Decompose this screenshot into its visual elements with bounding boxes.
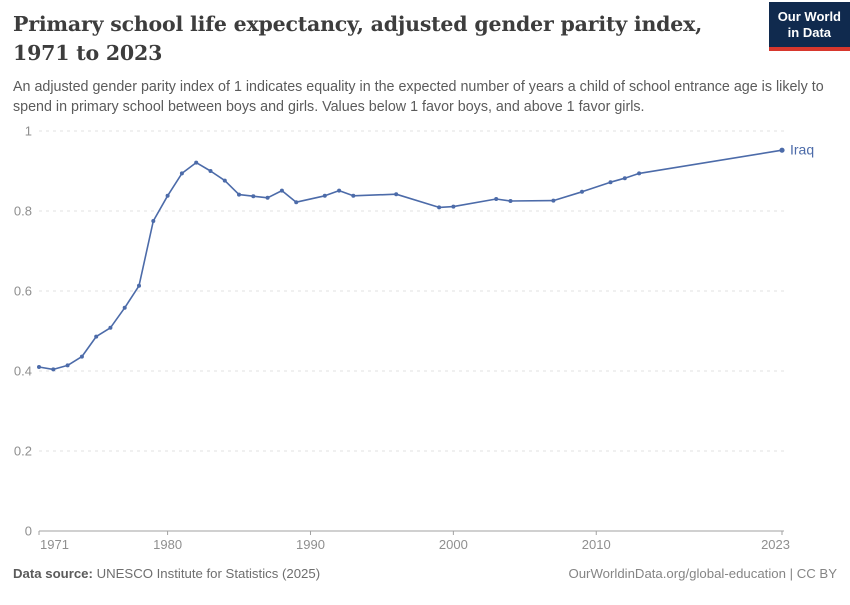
data-point-1980[interactable] [165,193,170,198]
x-tick-label-1971: 1971 [40,537,69,552]
data-source-label: Data source: [13,566,93,581]
data-point-2013[interactable] [637,171,642,176]
chart-title: Primary school life expectancy, adjusted… [13,12,703,66]
series-end-label[interactable]: Iraq [790,142,814,158]
chart-header: Primary school life expectancy, adjusted… [13,10,837,117]
data-point-2012[interactable] [622,176,627,181]
data-source: Data source: UNESCO Institute for Statis… [13,566,320,581]
data-point-1979[interactable] [151,219,156,223]
data-point-1974[interactable] [79,354,84,359]
data-point-1992[interactable] [337,188,342,193]
data-point-1999[interactable] [437,205,442,210]
data-point-1986[interactable] [251,194,256,199]
data-point-1973[interactable] [65,363,70,368]
series-line-Iraq [38,149,783,371]
data-point-1971[interactable] [37,365,41,369]
x-tick-label-1990: 1990 [296,537,325,552]
data-point-1985[interactable] [237,192,241,197]
data-point-2023[interactable] [779,147,785,153]
data-point-1977[interactable] [122,305,127,310]
y-tick-label-0: 0 [25,524,32,539]
data-point-1976[interactable] [108,325,113,330]
license-link[interactable]: OurWorldinData.org/global-education | CC… [568,566,837,581]
data-point-2000[interactable] [451,204,456,209]
data-point-1993[interactable] [351,193,356,198]
data-point-1989[interactable] [294,200,299,205]
y-tick-label-0.2: 0.2 [14,444,32,459]
data-point-1983[interactable] [208,169,213,173]
y-tick-label-0.4: 0.4 [14,364,32,379]
data-point-1972[interactable] [51,367,56,372]
chart-footer: Data source: UNESCO Institute for Statis… [13,566,837,581]
data-point-1984[interactable] [222,178,227,183]
data-point-1982[interactable] [194,160,199,165]
x-tick-label-2023: 2023 [761,537,790,552]
y-tick-label-0.8: 0.8 [14,204,32,219]
data-point-1975[interactable] [94,334,99,339]
data-point-2009[interactable] [580,189,584,194]
x-tick-label-2010: 2010 [582,537,611,552]
data-point-1996[interactable] [394,192,399,197]
x-tick-label-1980: 1980 [153,537,182,552]
data-point-2004[interactable] [508,199,513,203]
x-tick-label-2000: 2000 [439,537,468,552]
y-tick-label-1: 1 [25,124,32,139]
data-point-1988[interactable] [279,188,284,193]
chart-subtitle: An adjusted gender parity index of 1 ind… [13,79,824,116]
data-point-1991[interactable] [322,193,327,198]
data-point-1978[interactable] [137,283,141,288]
data-source-value: UNESCO Institute for Statistics (2025) [96,566,321,581]
data-point-2007[interactable] [551,198,556,203]
owid-logo-line1: Our World [777,9,841,24]
data-point-1987[interactable] [265,195,270,200]
data-point-2011[interactable] [608,180,613,185]
data-point-2003[interactable] [494,197,499,201]
data-point-1981[interactable] [179,171,184,176]
y-tick-label-0.6: 0.6 [14,284,32,299]
owid-logo[interactable]: Our World in Data [768,2,850,51]
owid-logo-line2: in Data [787,25,832,41]
